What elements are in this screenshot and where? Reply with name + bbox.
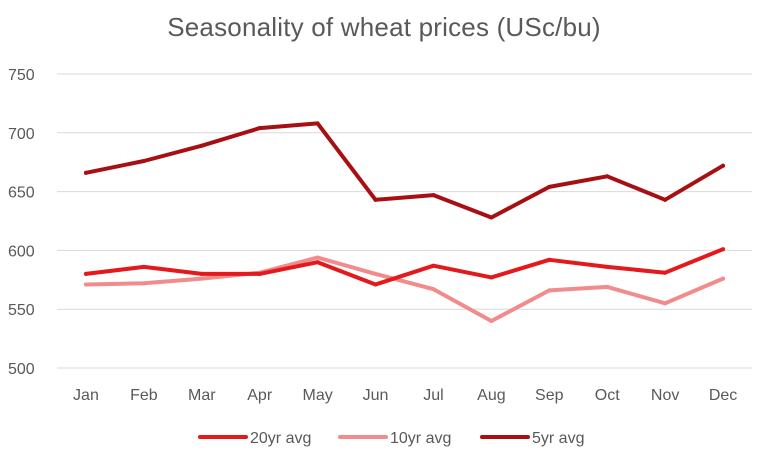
data-point [199, 143, 204, 148]
data-point [373, 271, 378, 276]
series-lines [83, 121, 726, 323]
data-point [315, 121, 320, 126]
x-tick-label: Jul [423, 387, 443, 404]
data-point [83, 282, 88, 287]
x-tick-label: May [303, 387, 333, 404]
x-tick-label: Oct [595, 387, 620, 404]
x-tick-label: Dec [709, 387, 737, 404]
data-point [141, 264, 146, 269]
data-point [83, 170, 88, 175]
data-point [489, 275, 494, 280]
data-point [547, 257, 552, 262]
x-tick-label: Nov [651, 387, 679, 404]
data-point [83, 271, 88, 276]
y-tick-label: 650 [8, 185, 35, 202]
data-point [605, 174, 610, 179]
data-point [315, 255, 320, 260]
data-point [721, 163, 726, 168]
y-tick-label: 500 [8, 361, 35, 378]
data-point [199, 276, 204, 281]
data-point [315, 260, 320, 265]
data-point [141, 159, 146, 164]
data-point [547, 184, 552, 189]
data-point [373, 197, 378, 202]
legend-label: 10yr avg [390, 430, 451, 447]
x-tick-label: Aug [477, 387, 505, 404]
data-point [547, 288, 552, 293]
data-point [605, 264, 610, 269]
data-point [605, 284, 610, 289]
data-point [663, 197, 668, 202]
x-tick-label: Sep [535, 387, 564, 404]
x-tick-label: Mar [188, 387, 216, 404]
data-point [663, 270, 668, 275]
x-tick-label: Apr [247, 387, 273, 404]
x-tick-label: Jan [73, 387, 99, 404]
series-line-20yr-avg [84, 247, 725, 287]
data-point [721, 276, 726, 281]
x-tick-label: Feb [130, 387, 158, 404]
data-point [257, 271, 262, 276]
data-point [431, 193, 436, 198]
data-point [373, 282, 378, 287]
data-point [721, 247, 726, 252]
data-point [489, 215, 494, 220]
data-point [663, 301, 668, 306]
series-line-5yr-avg [84, 121, 725, 220]
x-tick-label: Jun [363, 387, 389, 404]
legend-label: 20yr avg [250, 430, 311, 447]
series-line-10yr-avg [84, 255, 725, 323]
data-point [431, 263, 436, 268]
y-tick-label: 700 [8, 126, 35, 143]
data-point [199, 271, 204, 276]
chart-title: Seasonality of wheat prices (USc/bu) [167, 12, 601, 42]
y-tick-label: 750 [8, 67, 35, 84]
data-point [141, 281, 146, 286]
y-tick-label: 550 [8, 302, 35, 319]
gridlines [57, 73, 752, 369]
data-point [431, 287, 436, 292]
data-point [489, 318, 494, 323]
y-axis: 500 550 600 650 700 750 [8, 67, 35, 378]
y-tick-label: 600 [8, 243, 35, 260]
x-axis: Jan Feb Mar Apr May Jun Jul Aug Sep Oct Nov Dec [73, 387, 737, 404]
legend-label: 5yr avg [532, 430, 584, 447]
data-point [257, 126, 262, 131]
legend: 20yr avg 10yr avg 5yr avg [198, 430, 584, 447]
